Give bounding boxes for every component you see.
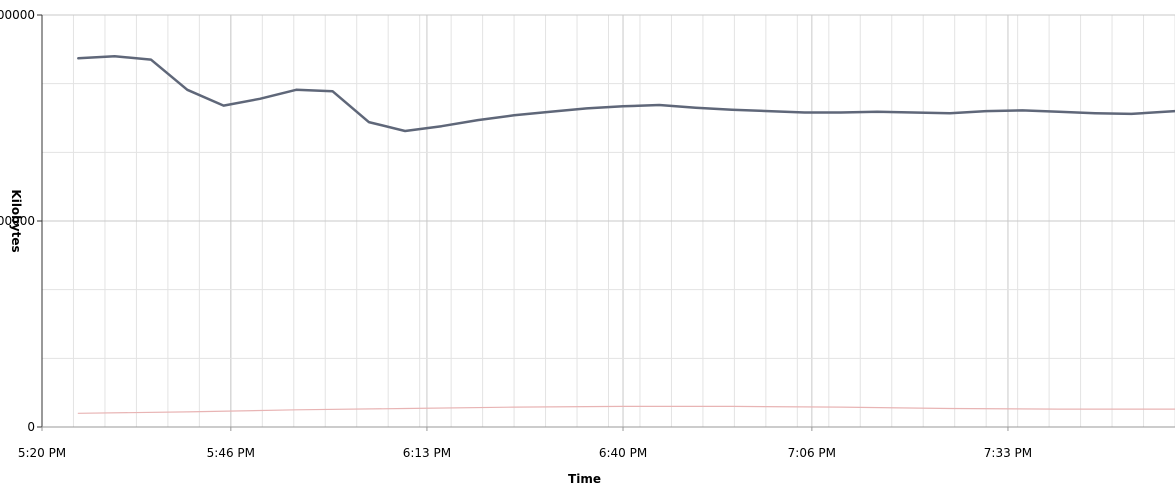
- y-tick-label: 0: [27, 420, 35, 434]
- x-tick-label: 5:46 PM: [207, 446, 255, 460]
- axes: [37, 14, 1175, 431]
- grid: [42, 14, 1175, 427]
- series-lines: [77, 54, 1175, 414]
- y-axis-title: Kilobytes: [9, 189, 23, 252]
- x-tick-label: 7:33 PM: [984, 446, 1032, 460]
- y-tick-label: 60000000: [0, 8, 35, 22]
- y-tick-label: 30000000: [0, 214, 35, 228]
- x-tick-label: 7:06 PM: [788, 446, 836, 460]
- x-tick-label: 6:13 PM: [403, 446, 451, 460]
- x-tick-label: 5:20 PM: [18, 446, 66, 460]
- series-line-2: [77, 405, 1175, 414]
- tick-labels: 0 30000000 60000000 5:20 PM 5:46 PM 6:13 PM 6:…: [0, 8, 1032, 460]
- x-axis-title: Time: [568, 472, 601, 486]
- x-tick-label: 6:40 PM: [599, 446, 647, 460]
- series-line-1: [77, 54, 1175, 133]
